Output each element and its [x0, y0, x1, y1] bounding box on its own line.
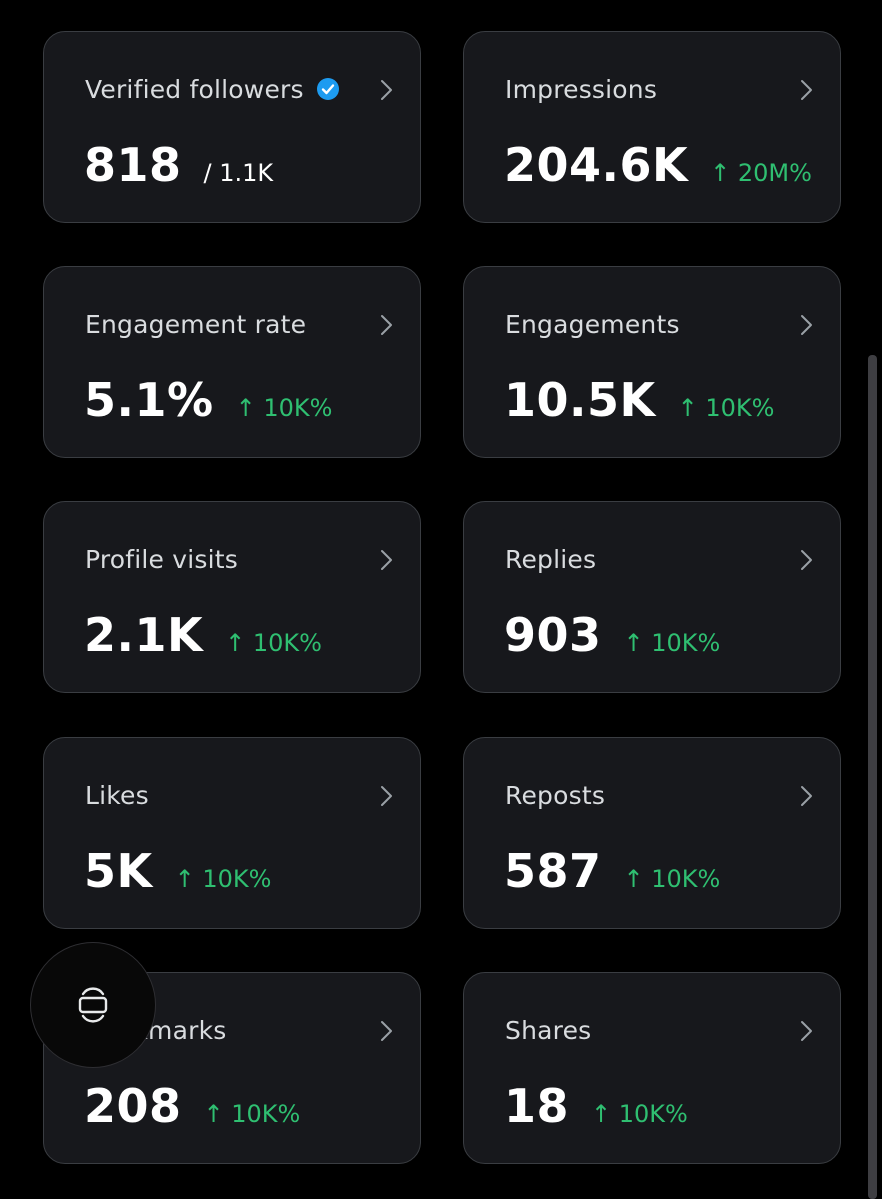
- card-value: 903: [504, 608, 602, 662]
- metric-card-engagement-rate[interactable]: Engagement rate 5.1% ↑ 10K%: [43, 266, 421, 458]
- scrollbar-thumb[interactable]: [868, 355, 877, 1199]
- card-label: Likes: [85, 781, 149, 810]
- card-change: ↑ 10K%: [591, 1100, 688, 1128]
- value-row: 10.5K ↑ 10K%: [504, 373, 774, 427]
- card-label: Engagement rate: [85, 310, 307, 339]
- card-total: / 1.1K: [203, 159, 274, 187]
- metric-card-impressions[interactable]: Impressions 204.6K ↑ 20M%: [463, 31, 841, 223]
- chevron-right-icon: [801, 80, 812, 100]
- metric-card-reposts[interactable]: Reposts 587 ↑ 10K%: [463, 737, 841, 929]
- card-label-text: Verified followers: [85, 75, 304, 104]
- value-row: 5.1% ↑ 10K%: [84, 373, 332, 427]
- screen-rotate-icon: [78, 987, 108, 1023]
- card-label: Profile visits: [85, 545, 239, 574]
- chevron-right-icon: [381, 1021, 392, 1041]
- card-value: 208: [84, 1079, 182, 1133]
- value-row: 204.6K ↑ 20M%: [504, 138, 812, 192]
- card-label: Shares: [505, 1016, 592, 1045]
- value-row: 2.1K ↑ 10K%: [84, 608, 322, 662]
- metric-card-replies[interactable]: Replies 903 ↑ 10K%: [463, 501, 841, 693]
- card-label: Impressions: [505, 75, 658, 104]
- card-label: Reposts: [505, 781, 606, 810]
- value-row: 18 ↑ 10K%: [504, 1079, 688, 1133]
- value-row: 5K ↑ 10K%: [84, 844, 271, 898]
- value-row: 818 / 1.1K: [84, 138, 273, 192]
- card-change: ↑ 10K%: [677, 394, 775, 422]
- floating-action-button[interactable]: [30, 942, 156, 1068]
- card-change: ↑ 10K%: [235, 394, 333, 422]
- card-change: ↑ 10K%: [225, 629, 322, 657]
- chevron-right-icon: [801, 315, 812, 335]
- metric-card-shares[interactable]: Shares 18 ↑ 10K%: [463, 972, 841, 1164]
- metric-card-engagements[interactable]: Engagements 10.5K ↑ 10K%: [463, 266, 841, 458]
- card-change: ↑ 10K%: [174, 865, 272, 893]
- card-label: Engagements: [505, 310, 680, 339]
- card-change: ↑ 20M%: [710, 159, 812, 187]
- metric-card-likes[interactable]: Likes 5K ↑ 10K%: [43, 737, 421, 929]
- card-value: 818: [84, 138, 182, 192]
- card-value: 204.6K: [504, 138, 689, 192]
- chevron-right-icon: [381, 550, 392, 570]
- chevron-right-icon: [381, 786, 392, 806]
- chevron-right-icon: [381, 315, 392, 335]
- card-change: ↑ 10K%: [203, 1100, 301, 1128]
- card-value: 5K: [84, 844, 153, 898]
- card-change: ↑ 10K%: [623, 865, 721, 893]
- value-row: 587 ↑ 10K%: [504, 844, 720, 898]
- value-row: 903 ↑ 10K%: [504, 608, 720, 662]
- card-label: Replies: [505, 545, 597, 574]
- verified-badge-icon: [316, 78, 339, 100]
- card-value: 10.5K: [504, 373, 656, 427]
- card-value: 587: [504, 844, 602, 898]
- card-value: 2.1K: [84, 608, 204, 662]
- chevron-right-icon: [801, 1021, 812, 1041]
- chevron-right-icon: [381, 80, 392, 100]
- card-label: Verified followers: [85, 75, 340, 104]
- metric-card-verified-followers[interactable]: Verified followers 818 / 1.1K: [43, 31, 421, 223]
- value-row: 208 ↑ 10K%: [84, 1079, 300, 1133]
- card-value: 18: [504, 1079, 570, 1133]
- card-change: ↑ 10K%: [623, 629, 721, 657]
- card-value: 5.1%: [84, 373, 214, 427]
- metric-card-profile-visits[interactable]: Profile visits 2.1K ↑ 10K%: [43, 501, 421, 693]
- chevron-right-icon: [801, 550, 812, 570]
- chevron-right-icon: [801, 786, 812, 806]
